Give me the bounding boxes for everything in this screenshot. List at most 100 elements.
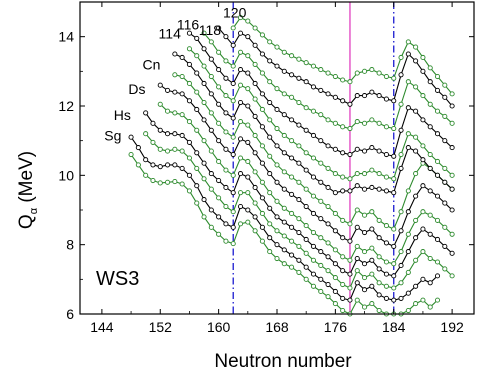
data-point <box>172 89 178 95</box>
data-point <box>398 295 404 301</box>
data-point <box>391 125 397 132</box>
data-point <box>442 113 448 119</box>
data-point <box>340 254 346 260</box>
data-point <box>318 216 324 222</box>
data-point <box>303 250 309 256</box>
data-point <box>376 235 382 241</box>
data-point <box>391 285 397 291</box>
data-point <box>208 73 214 80</box>
data-point <box>237 49 244 55</box>
data-point <box>281 49 287 55</box>
data-point <box>442 94 448 100</box>
data-point <box>383 295 389 301</box>
data-point <box>296 197 302 203</box>
data-point <box>369 245 375 251</box>
data-point <box>252 169 258 175</box>
data-point <box>427 304 433 310</box>
x-tick-label: 144 <box>90 319 114 335</box>
data-point <box>245 103 251 109</box>
data-point <box>252 96 258 102</box>
data-point <box>230 190 236 196</box>
data-point <box>362 120 368 126</box>
data-point <box>230 80 236 87</box>
data-point <box>310 174 317 180</box>
data-point <box>237 155 244 161</box>
x-tick-label: 176 <box>324 319 348 335</box>
data-point <box>398 127 404 133</box>
data-point <box>230 241 236 247</box>
data-point <box>325 240 331 246</box>
data-point <box>376 93 382 99</box>
data-point <box>223 75 229 81</box>
data-point <box>223 203 229 210</box>
data-point <box>420 157 426 163</box>
data-point <box>165 108 171 114</box>
data-point <box>354 207 360 213</box>
data-point <box>413 148 419 154</box>
x-tick-label: 192 <box>440 319 464 335</box>
data-point <box>398 72 404 78</box>
data-point <box>347 188 353 194</box>
data-point <box>165 179 171 185</box>
data-point <box>245 207 251 213</box>
data-point <box>230 42 236 48</box>
series-13 <box>230 15 455 97</box>
data-point <box>434 236 441 243</box>
data-point <box>274 125 280 132</box>
data-point <box>332 146 338 152</box>
data-point <box>347 176 353 182</box>
data-point <box>405 51 411 57</box>
data-point <box>332 275 338 281</box>
data-point <box>303 60 309 66</box>
data-point <box>398 209 404 215</box>
data-point <box>369 271 375 277</box>
data-point <box>354 243 360 249</box>
data-point <box>325 281 331 288</box>
data-point <box>318 276 324 282</box>
data-point <box>201 117 207 123</box>
data-point <box>325 91 331 97</box>
data-point <box>420 143 426 149</box>
data-point <box>325 143 331 149</box>
data-point <box>318 67 324 73</box>
data-point <box>245 70 251 76</box>
data-point <box>296 160 302 166</box>
data-point <box>223 129 229 135</box>
data-point <box>391 261 397 267</box>
element-label-cn: Cn <box>143 57 161 73</box>
data-point <box>332 190 338 196</box>
data-point <box>362 68 368 74</box>
data-point <box>318 87 324 93</box>
data-point <box>362 186 368 192</box>
data-point <box>391 243 397 249</box>
data-point <box>252 150 258 156</box>
data-point <box>281 233 287 239</box>
data-point <box>391 190 397 196</box>
data-point <box>223 238 229 244</box>
data-point <box>449 186 455 192</box>
data-point <box>391 176 397 182</box>
data-point <box>362 229 368 236</box>
y-tick-label: 12 <box>58 98 74 114</box>
data-point <box>259 51 265 57</box>
data-point <box>289 94 295 100</box>
data-point <box>413 44 419 50</box>
data-point <box>267 221 273 227</box>
data-point <box>201 63 207 69</box>
data-point <box>369 89 375 95</box>
data-point <box>427 165 433 171</box>
data-point <box>383 283 389 289</box>
data-point <box>267 153 273 159</box>
data-point <box>427 212 433 218</box>
data-point <box>354 297 360 303</box>
data-point <box>434 87 441 93</box>
data-point <box>194 89 200 95</box>
data-point <box>259 106 265 113</box>
data-point <box>208 224 214 230</box>
data-point <box>157 164 163 170</box>
data-point <box>434 193 441 199</box>
data-point <box>376 120 382 126</box>
data-point <box>252 200 258 206</box>
data-point <box>179 112 185 118</box>
data-point <box>252 228 258 234</box>
